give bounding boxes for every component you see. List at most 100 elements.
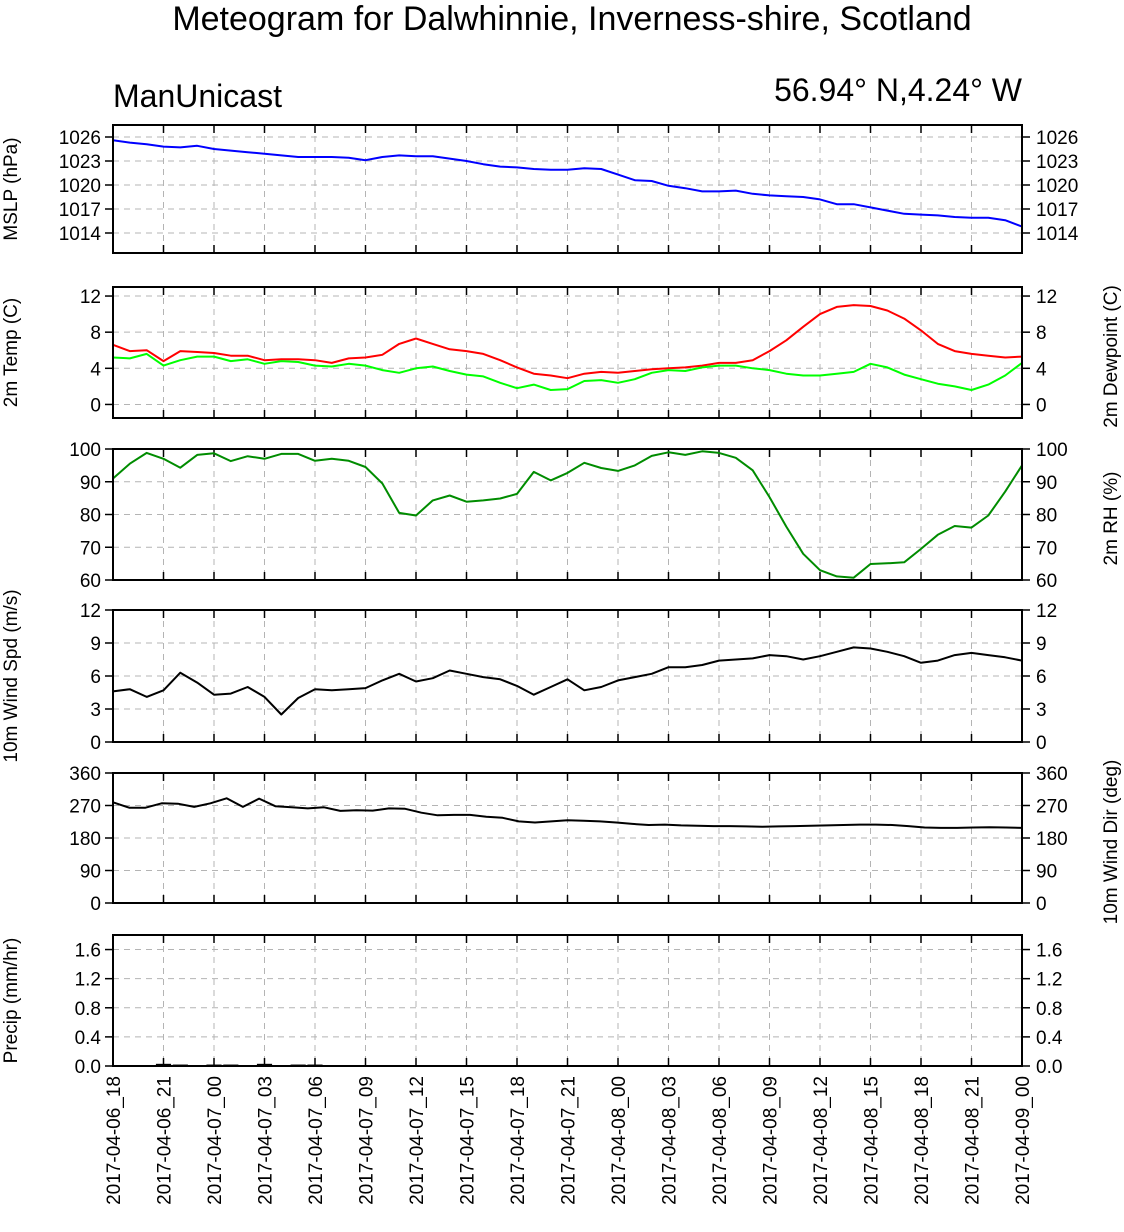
time-axis: 2017-04-06_18 2017-04-06_21 2017-04-07_00 2… <box>104 1076 1034 1205</box>
y-tick-label-left: 3 <box>90 700 101 721</box>
y-tick-label-left: 80 <box>80 506 101 527</box>
y-tick-label-right: 90 <box>1036 473 1057 494</box>
x-tick-label: 2017-04-07_09 <box>357 1076 378 1205</box>
y-tick-label-left: 1.2 <box>75 970 101 991</box>
y-tick-label-right: 1014 <box>1036 224 1079 245</box>
y-tick-label-left: 1014 <box>59 224 102 245</box>
x-tick-label: 2017-04-07_18 <box>508 1076 529 1205</box>
y-axis-label-right: 2m Dewpoint (C) <box>1101 285 1122 428</box>
panel-precip: 0.0 0.0 0.4 0.4 0.8 0.8 1.2 1.2 1.6 1.6 Precip (mm… <box>1 934 1063 1078</box>
panel-mslp: 1014 1014 1017 1017 1020 1020 1023 1023 1026 1026… <box>1 124 1079 254</box>
y-tick-label-right: 0 <box>1036 894 1047 915</box>
x-tick-label: 2017-04-07_00 <box>205 1076 226 1205</box>
y-tick-label-right: 4 <box>1036 359 1047 380</box>
panels: 1014 1014 1017 1017 1020 1020 1023 1023 1026 1026… <box>1 124 1122 1078</box>
panel-wdir: 0 0 90 90 180 180 270 270 360 360 10m Wind Dir (de… <box>69 760 1122 925</box>
y-tick-label-left: 100 <box>69 440 101 461</box>
y-tick-label-left: 0 <box>90 733 101 754</box>
y-tick-label-right: 8 <box>1036 323 1047 344</box>
y-tick-label-right: 0 <box>1036 733 1047 754</box>
y-tick-label-right: 1023 <box>1036 152 1078 173</box>
x-tick-label: 2017-04-06_21 <box>155 1076 176 1205</box>
y-tick-label-right: 12 <box>1036 287 1057 308</box>
y-tick-label-right: 90 <box>1036 862 1057 883</box>
y-tick-label-right: 70 <box>1036 538 1057 559</box>
y-tick-label-right: 6 <box>1036 667 1047 688</box>
y-tick-label-left: 360 <box>69 764 101 785</box>
x-tick-label: 2017-04-08_00 <box>609 1076 630 1205</box>
y-tick-label-left: 9 <box>90 634 101 655</box>
panel-frame <box>112 772 1023 904</box>
y-tick-label-right: 0.4 <box>1036 1028 1063 1049</box>
panel-frame <box>112 934 1023 1067</box>
panel-wspd: 0 0 3 3 6 6 9 9 12 12 10m Wind Spd (m/s) <box>1 589 1057 762</box>
series-line-mslp-0 <box>112 139 1023 228</box>
y-tick-label-left: 1020 <box>59 176 101 197</box>
panel-temp: 0 0 4 4 8 8 12 12 2m Temp (C) 2m Dewpoint (C) <box>1 285 1122 428</box>
y-tick-label-left: 90 <box>80 473 101 494</box>
y-tick-label-left: 0 <box>90 894 101 915</box>
panel-frame <box>112 448 1023 581</box>
y-tick-label-right: 0.0 <box>1036 1057 1062 1078</box>
panel-frame <box>112 609 1023 743</box>
y-tick-label-right: 1017 <box>1036 200 1078 221</box>
precip-bar <box>256 1063 273 1066</box>
y-tick-label-left: 90 <box>80 862 101 883</box>
series-line-temp-1 <box>112 352 1023 391</box>
y-axis-label-right: 2m RH (%) <box>1101 472 1122 566</box>
y-tick-label-left: 70 <box>80 538 101 559</box>
series-line-temp-0 <box>112 304 1023 380</box>
x-tick-label: 2017-04-07_06 <box>306 1076 327 1205</box>
y-tick-label-left: 0.8 <box>75 999 101 1020</box>
y-tick-label-left: 1.6 <box>75 941 101 962</box>
y-axis-label-right: 10m Wind Dir (deg) <box>1101 760 1122 925</box>
y-tick-label-left: 180 <box>69 829 101 850</box>
x-tick-label: 2017-04-08_12 <box>811 1076 832 1205</box>
x-tick-label: 2017-04-08_06 <box>710 1076 731 1205</box>
y-tick-label-right: 1026 <box>1036 128 1078 149</box>
y-tick-label-left: 270 <box>69 797 101 818</box>
y-tick-label-right: 60 <box>1036 571 1057 592</box>
chart-title: Meteogram for Dalwhinnie, Inverness-shir… <box>172 0 971 38</box>
x-tick-label: 2017-04-08_15 <box>862 1076 883 1205</box>
x-tick-label: 2017-04-07_03 <box>256 1076 277 1205</box>
y-tick-label-left: 0 <box>90 395 101 416</box>
series-line-rh-0 <box>112 450 1023 579</box>
y-tick-label-right: 0 <box>1036 395 1047 416</box>
y-tick-label-left: 6 <box>90 667 101 688</box>
y-tick-label-left: 0.4 <box>75 1028 102 1049</box>
y-tick-label-right: 100 <box>1036 440 1068 461</box>
y-tick-label-left: 0.0 <box>75 1057 101 1078</box>
y-tick-label-left: 1017 <box>59 200 101 221</box>
model-label: ManUnicast <box>113 78 282 114</box>
panel-rh: 60 60 70 70 80 80 90 90 100 100 2m RH (%) <box>69 440 1122 592</box>
x-tick-label: 2017-04-09_00 <box>1013 1076 1034 1205</box>
x-tick-label: 2017-04-07_21 <box>559 1076 580 1205</box>
y-axis-label-left: MSLP (hPa) <box>1 137 22 240</box>
y-tick-label-right: 1020 <box>1036 176 1078 197</box>
y-tick-label-right: 3 <box>1036 700 1047 721</box>
y-tick-label-left: 12 <box>80 287 101 308</box>
y-tick-label-left: 60 <box>80 571 101 592</box>
y-axis-label-left: Precip (mm/hr) <box>1 938 22 1064</box>
location-label: 56.94° N,4.24° W <box>774 72 1023 108</box>
y-tick-label-right: 180 <box>1036 829 1068 850</box>
x-tick-label: 2017-04-08_21 <box>963 1076 984 1205</box>
y-tick-label-left: 4 <box>90 359 101 380</box>
y-tick-label-right: 270 <box>1036 797 1068 818</box>
y-tick-label-right: 12 <box>1036 601 1057 622</box>
panel-frame <box>112 124 1023 254</box>
x-tick-label: 2017-04-06_18 <box>104 1076 125 1205</box>
y-tick-label-left: 12 <box>80 601 101 622</box>
y-tick-label-right: 1.2 <box>1036 970 1062 991</box>
precip-bar <box>155 1063 172 1066</box>
series-line-wdir-0 <box>112 797 1023 829</box>
y-tick-label-right: 80 <box>1036 506 1057 527</box>
y-axis-label-left: 10m Wind Spd (m/s) <box>1 589 22 762</box>
x-tick-label: 2017-04-08_03 <box>660 1076 681 1205</box>
x-tick-label: 2017-04-08_18 <box>912 1076 933 1205</box>
x-tick-label: 2017-04-08_09 <box>761 1076 782 1205</box>
y-tick-label-left: 8 <box>90 323 101 344</box>
y-tick-label-left: 1023 <box>59 152 101 173</box>
